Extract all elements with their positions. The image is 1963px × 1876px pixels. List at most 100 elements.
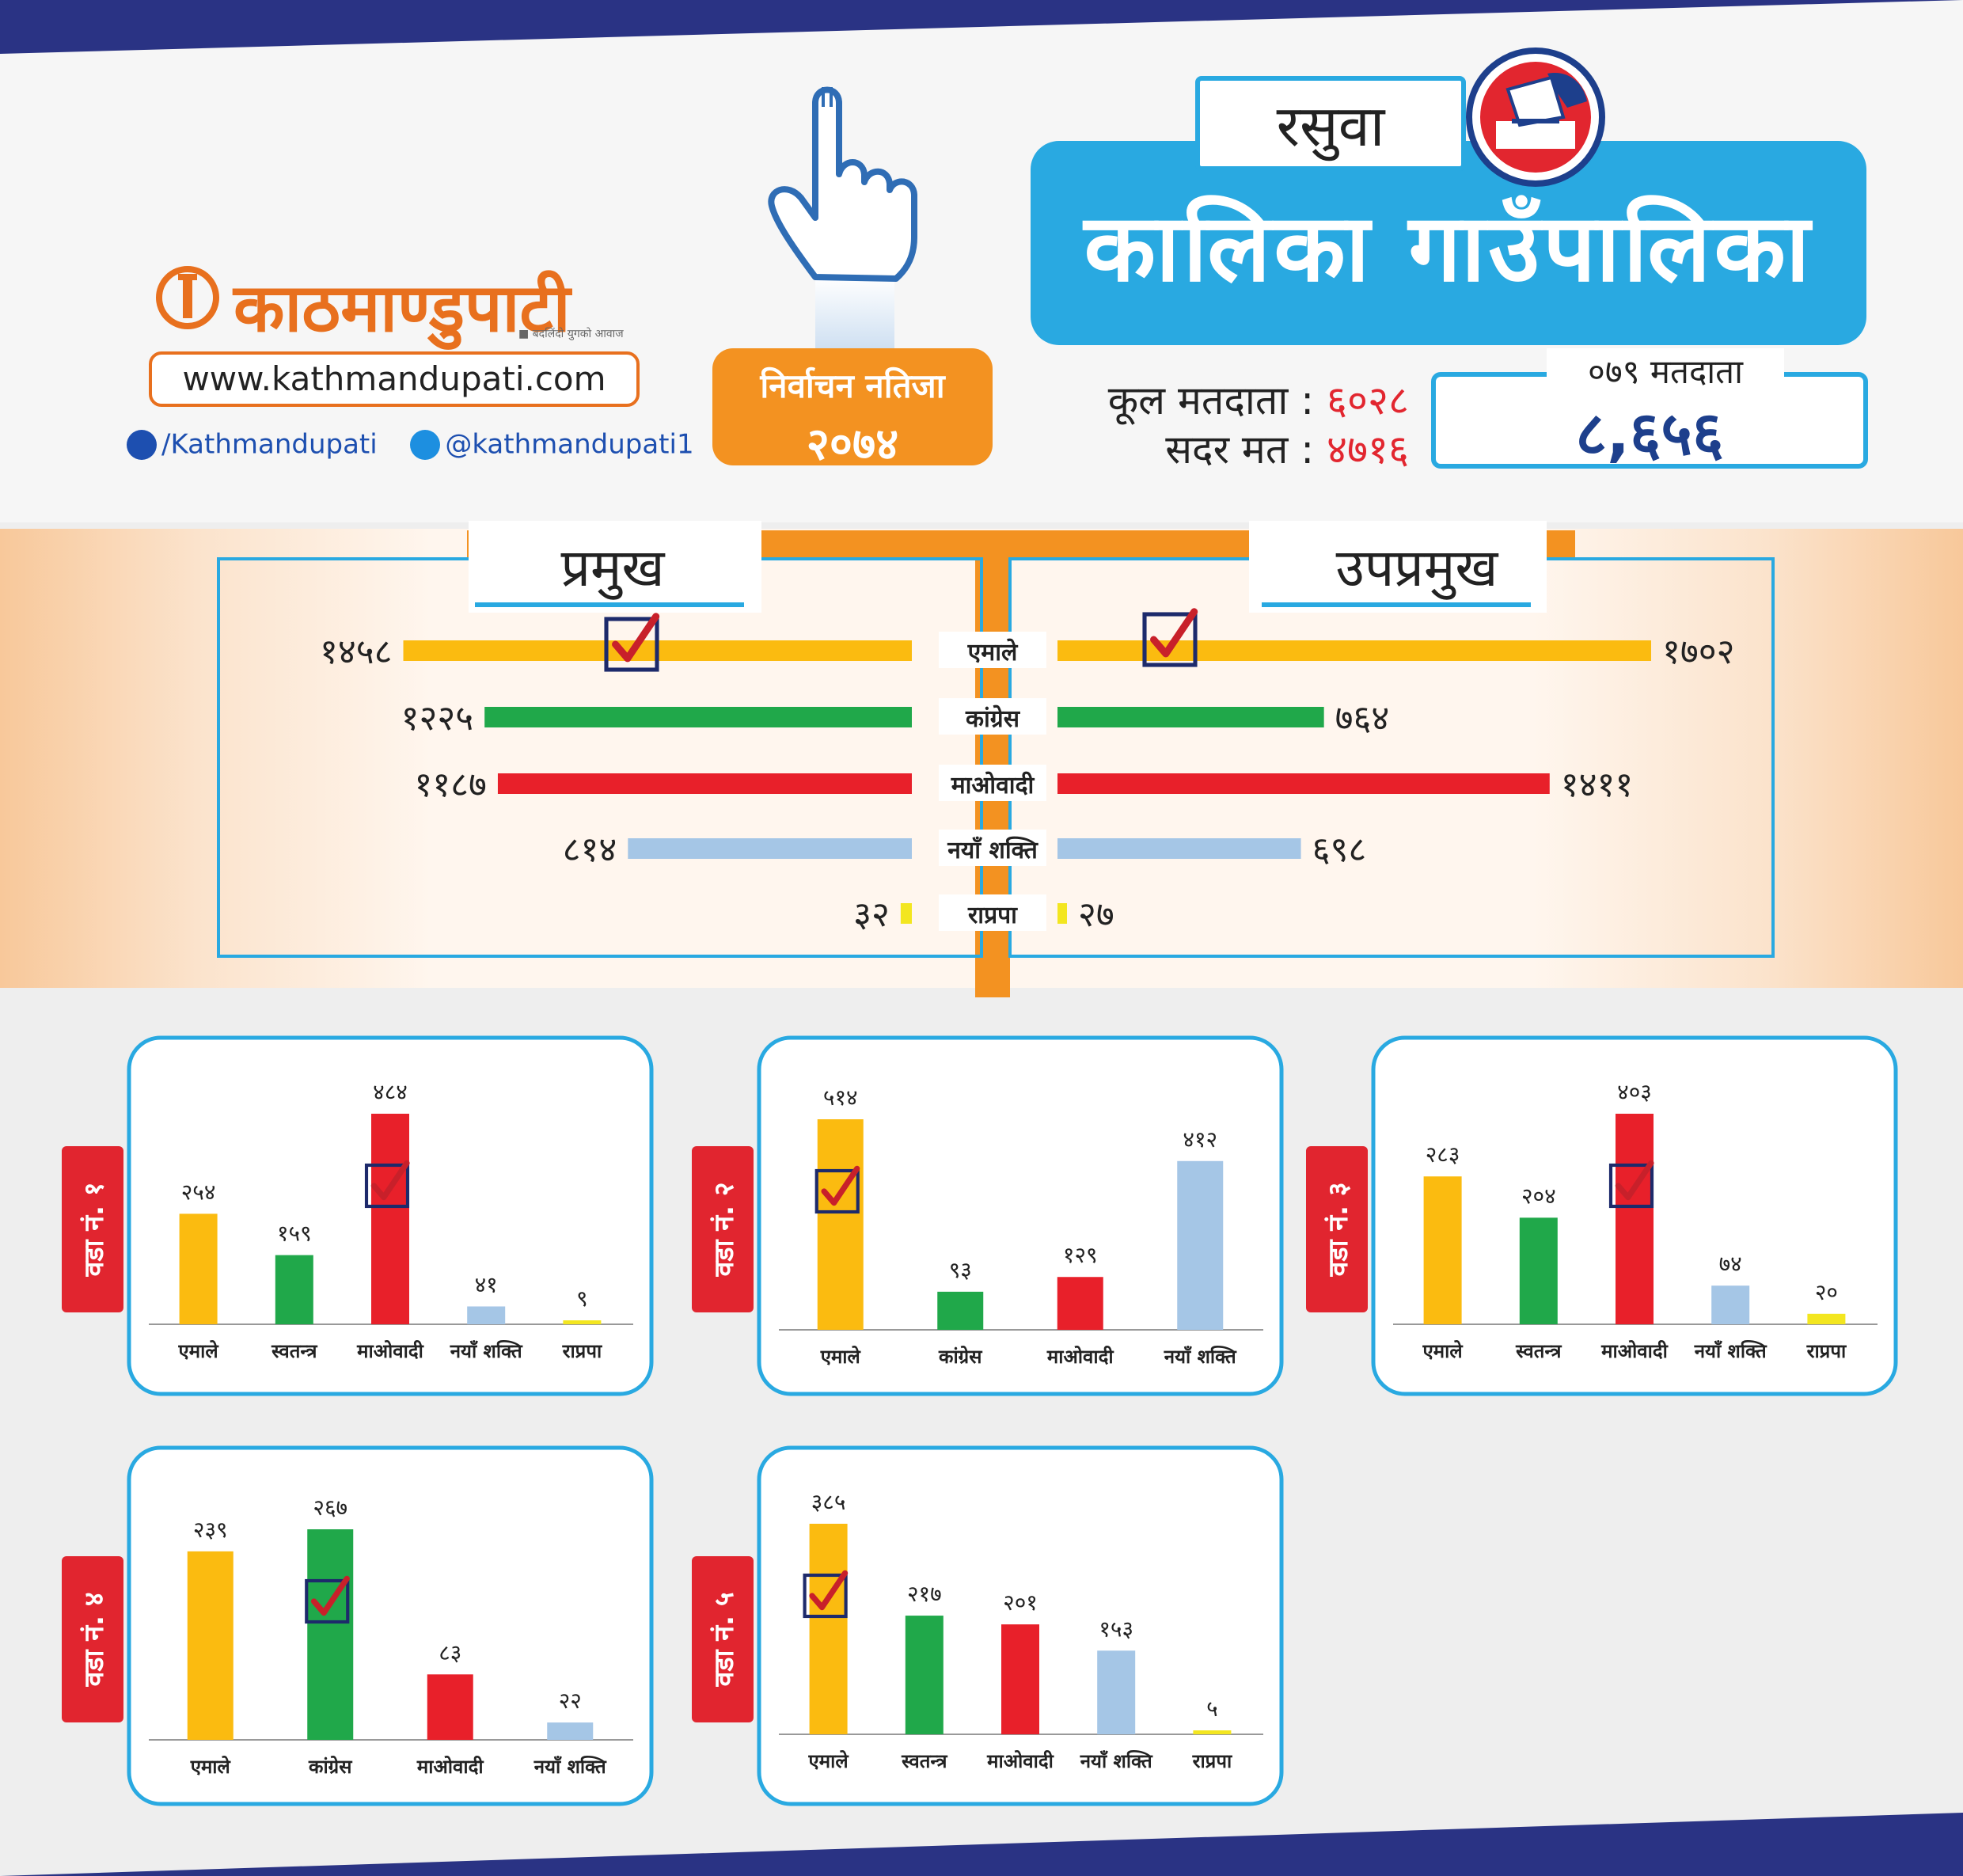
ward-bar — [307, 1529, 354, 1740]
ward-category-label: माओवादी — [1046, 1346, 1114, 1368]
mayor-value-label: १४५८ — [320, 632, 393, 672]
ward-title: वडा नं. ५ — [708, 1592, 740, 1687]
ward-bar — [1193, 1730, 1232, 1734]
deputy-value-label: १४११ — [1561, 765, 1634, 805]
deputy-value-label: ६९८ — [1312, 830, 1367, 870]
ward-bar — [1423, 1176, 1462, 1324]
deputy-bar — [1057, 773, 1550, 794]
twitter-handle[interactable]: @kathmandupati1 — [445, 428, 694, 461]
ward-value-label: ९३ — [949, 1257, 972, 1283]
ward-value-label: ५१४ — [823, 1084, 858, 1111]
facebook-icon — [127, 429, 157, 460]
ward-title: वडा नं. ४ — [78, 1592, 110, 1687]
ward-title: वडा नं. १ — [78, 1182, 110, 1277]
mayor-bar — [900, 903, 912, 924]
valid-votes-row: सदर मत : ४७१६ — [1029, 421, 1409, 473]
social-links: /Kathmandupati @kathmandupati1 — [127, 427, 697, 467]
mayor-bar — [497, 773, 912, 794]
mayor-value-label: ८१४ — [563, 830, 617, 870]
result-title: निर्वाचन नतिजा — [760, 366, 945, 405]
ward-value-label: ७४ — [1719, 1251, 1742, 1277]
website-link[interactable]: www.kathmandupati.com — [149, 351, 640, 407]
ward-bar — [467, 1306, 506, 1324]
logo-text: काठमाण्डुपाटी — [234, 269, 571, 347]
ward-value-label: ९ — [576, 1285, 588, 1312]
ward-value-label: ४०३ — [1617, 1079, 1652, 1105]
ward-value-label: २८३ — [1426, 1141, 1460, 1168]
ward-category-label: स्वतन्त्र — [1515, 1340, 1562, 1362]
party-label-bg — [939, 632, 1046, 668]
ward-category-label: स्वतन्त्र — [901, 1750, 948, 1772]
ward-value-label: ८३ — [439, 1639, 461, 1665]
municipality-banner: कालिका गाउँपालिका — [1031, 141, 1866, 345]
party-label-bg — [939, 894, 1046, 931]
kathmandupati-logo: काठमाण्डुपाटी ■ बदलिंदो युगको आवाज — [146, 253, 624, 347]
ward-tab — [1306, 1146, 1368, 1312]
deputy-bar — [1057, 838, 1301, 859]
ward-bar — [371, 1114, 409, 1324]
ward-category-label: नयाँ शक्ति — [533, 1756, 607, 1778]
ward-bar — [427, 1674, 473, 1740]
ward-category-label: एमाले — [190, 1756, 232, 1778]
district-name: रसुवा — [1276, 93, 1385, 159]
ward-category-label: राप्रपा — [562, 1340, 602, 1362]
ward-frame — [757, 1035, 1284, 1396]
winner-check-icon — [803, 1570, 849, 1619]
ward-tab — [62, 1146, 123, 1312]
ward-bar — [1001, 1624, 1039, 1734]
ward-category-label: राप्रपा — [1192, 1750, 1232, 1772]
winner-check-icon — [604, 613, 660, 672]
ward-category-label: कांग्रेस — [938, 1346, 982, 1368]
ward-value-label: २१७ — [907, 1581, 942, 1607]
ward-bar — [179, 1213, 218, 1324]
ward-bar — [817, 1119, 864, 1330]
ward-tab — [692, 1556, 754, 1722]
municipality-name: कालिका गाउँपालिका — [1084, 193, 1813, 302]
ward-value-label: ४१२ — [1183, 1126, 1217, 1153]
ward-bar — [937, 1291, 984, 1330]
twitter-icon — [410, 429, 441, 460]
ward-category-label: माओवादी — [416, 1756, 484, 1778]
valid-votes-label: सदर मत — [1165, 427, 1289, 473]
voting-finger-icon — [768, 86, 917, 348]
ward-bar — [1711, 1285, 1750, 1324]
ward-category-label: एमाले — [820, 1346, 862, 1368]
colon: : — [1300, 378, 1315, 423]
ward-value-label: २६७ — [313, 1494, 347, 1521]
ward-value-label: १२९ — [1063, 1242, 1098, 1268]
ward-value-label: २२ — [559, 1688, 582, 1714]
ward-value-label: २०१ — [1003, 1589, 1038, 1616]
ward-voters-value: ८,६५६ — [1575, 398, 1724, 469]
ward-category-label: नयाँ शक्ति — [1080, 1750, 1153, 1772]
colon: : — [1300, 427, 1315, 473]
mayor-bar — [484, 707, 912, 727]
mayor-deputy-panel: प्रमुख उपप्रमुख एमाले १४५८ १७०२ कांग्रेस १२२… — [217, 521, 1775, 997]
ward-chart: वडा नं. ५ ३८५ एमाले २१७ स्वतन्त्र २०१ माओवादी १… — [692, 1445, 1284, 1806]
ward-tab — [62, 1556, 123, 1722]
ward-bar — [1807, 1313, 1846, 1324]
ward-bar — [809, 1524, 848, 1734]
ward-bar — [547, 1722, 594, 1740]
mayor-bar — [628, 838, 912, 859]
ward-voters-label: ०७९ मतदाता — [1547, 348, 1784, 393]
facebook-handle[interactable]: /Kathmandupati — [161, 428, 378, 461]
result-year: २०७४ — [806, 419, 899, 470]
ward-value-label: २०४ — [1521, 1183, 1556, 1209]
ward-category-label: माओवादी — [986, 1750, 1054, 1772]
ward-bar — [1519, 1217, 1558, 1324]
deputy-bar — [1057, 707, 1324, 727]
winner-check-icon — [1142, 608, 1198, 667]
ward-chart: वडा नं. ४ २३९ एमाले २६७ कांग्रेस ८३ माओवादी २२ न… — [62, 1445, 654, 1806]
ward-category-label: माओवादी — [356, 1340, 423, 1362]
mayor-title: प्रमुख — [560, 537, 665, 600]
deputy-value-label: २७ — [1078, 894, 1114, 935]
party-label-bg — [939, 830, 1046, 866]
ward-category-label: नयाँ शक्ति — [1694, 1340, 1767, 1362]
party-label-bg — [939, 698, 1046, 735]
ward-chart: वडा नं. ३ २८३ एमाले २०४ स्वतन्त्र ४०३ माओवादी ७… — [1306, 1035, 1898, 1396]
winner-check-icon — [305, 1575, 350, 1624]
ward-category-label: नयाँ शक्ति — [450, 1340, 523, 1362]
winner-check-icon — [1608, 1160, 1654, 1209]
top-band — [0, 0, 1963, 54]
ward-value-label: २० — [1815, 1279, 1838, 1305]
